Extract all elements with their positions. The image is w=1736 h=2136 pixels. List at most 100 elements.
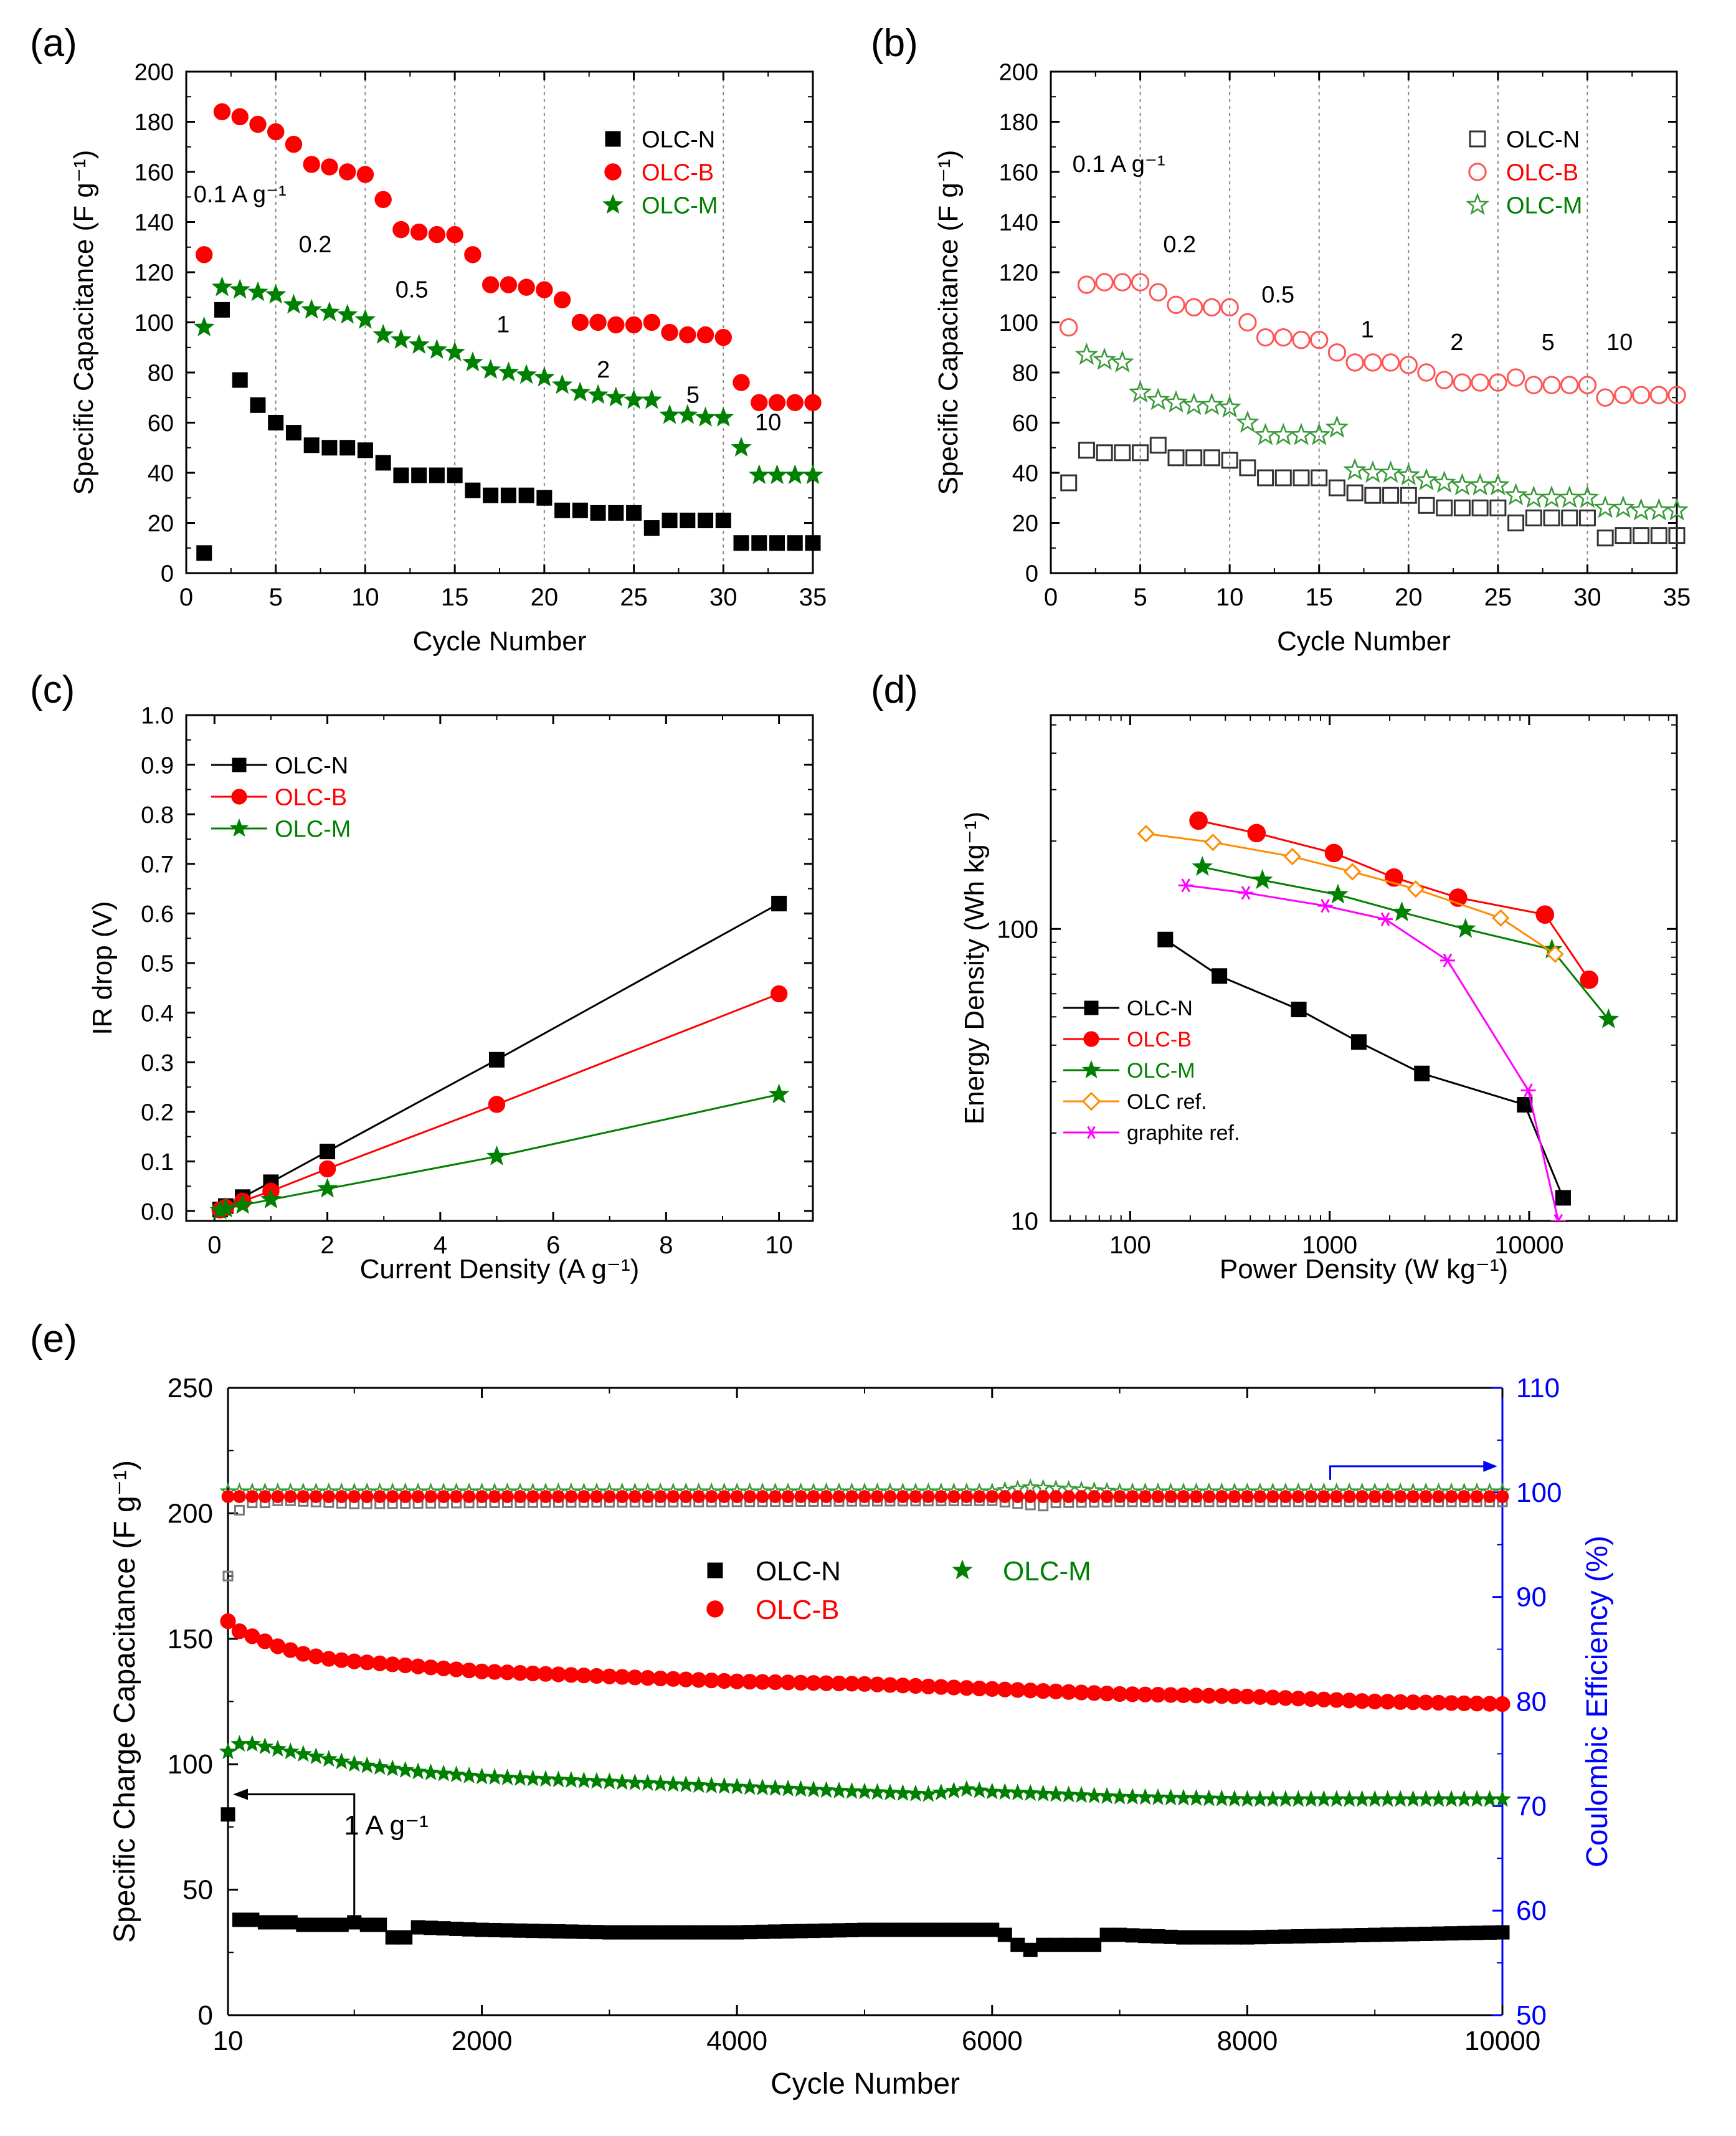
data-point [855,1782,874,1800]
data-point [1417,363,1436,382]
x-axis-label-c: Current Density (A g⁻¹) [360,1254,640,1284]
data-point [1406,880,1425,898]
data-point [832,1490,846,1503]
x-axis-label-b: Cycle Number [1277,626,1451,657]
data-point [372,1917,387,1932]
data-point [1344,863,1362,881]
data-point [334,1917,349,1932]
data-point [1304,1929,1319,1944]
y-tick-label-c: 0.9 [141,752,174,779]
data-point [934,1490,948,1503]
data-point [664,1775,682,1792]
data-point [613,1773,632,1790]
data-point [1251,1790,1269,1807]
data-point [411,1490,425,1503]
data-point [1289,422,1313,445]
data-point [1099,1927,1114,1942]
x-axis-label-a: Cycle Number [413,626,587,657]
data-point [1368,1490,1382,1503]
data-point [1399,356,1418,374]
data-point [786,394,804,411]
data-point [371,1758,389,1775]
x-tick-label-a: 20 [531,584,559,611]
data-point [1382,487,1400,504]
legend-item: OLC-B [604,160,714,186]
data-point [1276,1790,1295,1807]
data-point [1049,1490,1063,1503]
data-point [500,1923,515,1938]
data-point [437,1490,450,1503]
data-point [1164,1929,1179,1944]
data-point [1343,458,1367,481]
data-point [1458,1490,1471,1503]
legend-label: graphite ref. [1127,1121,1240,1145]
data-point [1468,1790,1486,1807]
data-point [488,1051,505,1068]
data-point [1455,1790,1473,1807]
y-axis-label-d: Energy Density (Wh kg⁻¹) [959,812,990,1124]
x-tick-label-b: 25 [1484,584,1512,611]
data-point [391,329,412,349]
data-point [214,301,230,318]
legend-label: OLC-B [1127,1028,1192,1051]
data-point [590,505,606,521]
data-point [1189,811,1208,830]
data-point [1072,1786,1091,1803]
data-point [947,1490,960,1503]
data-point [587,384,609,404]
data-point [348,1490,361,1503]
data-point [232,372,248,388]
data-point [1444,1490,1458,1503]
rate-annotation: 0.1 A g⁻¹ [1073,151,1165,178]
data-point [1190,1490,1203,1503]
data-point [1431,1926,1446,1941]
data-point [554,502,571,518]
data-point [336,303,358,324]
data-point [319,301,340,321]
data-point [473,1767,491,1785]
data-point [652,1774,670,1792]
data-point [396,1760,414,1778]
data-point [921,1922,936,1937]
legend-label: OLC-M [1506,193,1582,219]
data-point [450,1490,463,1503]
data-point [1278,1929,1293,1944]
data-point [653,1925,668,1940]
panel-label: (d) [871,668,918,711]
data-point [1293,469,1310,487]
x-tick-label-d: 1000 [1302,1232,1357,1259]
data-point [1404,1790,1422,1807]
data-point [1151,1490,1165,1503]
data-point [1220,298,1239,317]
data-point [308,1917,323,1932]
legend-marker [952,1559,973,1580]
x-axis-label-e: Cycle Number [771,2067,960,2100]
data-point [1149,437,1167,454]
y-tick-label-a: 80 [148,361,174,387]
x-tick-label-a: 5 [269,584,283,611]
data-point [1274,328,1293,347]
data-point [426,339,448,359]
data-point [462,1490,476,1503]
data-point [1131,273,1150,292]
data-point [1311,469,1328,487]
y2-tick-label-e: 50 [1516,2000,1547,2031]
data-point [571,313,589,331]
legend-label: OLC ref. [1127,1090,1207,1114]
data-point [1291,1002,1307,1018]
data-point [501,1490,514,1503]
data-point [751,394,768,411]
data-point [1096,444,1113,462]
data-point [820,1490,833,1503]
x-tick-label-b: 30 [1573,584,1601,611]
data-point [959,1922,974,1937]
data-point [1202,1930,1217,1945]
data-point [771,896,787,912]
data-point [1187,1789,1205,1806]
rate-annotation: 1 [496,312,510,338]
data-point [354,308,376,329]
data-point [756,1490,769,1503]
data-point [257,1915,272,1930]
data-point [1212,968,1228,984]
data-point [845,1490,858,1503]
